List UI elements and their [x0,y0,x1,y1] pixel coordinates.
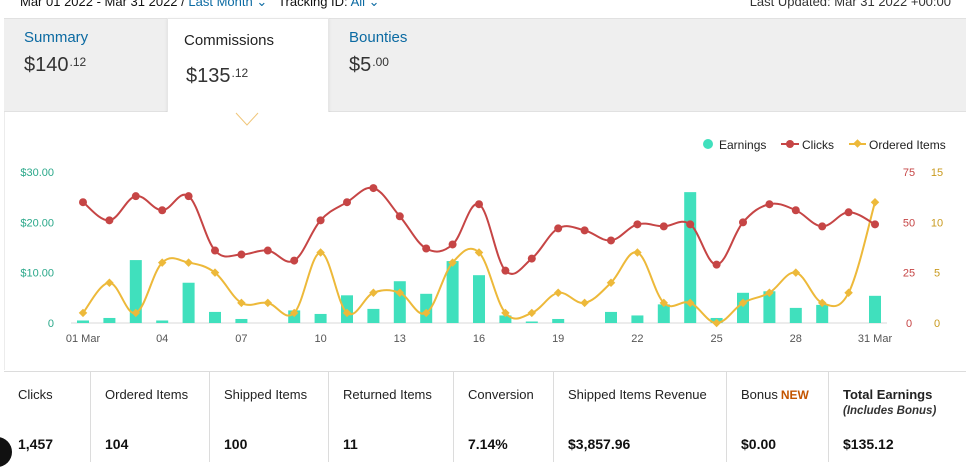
period-dropdown[interactable]: Last Month ⌄ [188,0,268,9]
tab-summary[interactable]: Summary $140.12 [24,29,88,109]
tab-summary-amount: $140.12 [24,54,87,76]
stat-clicks: Clicks 1,457 [4,372,91,462]
stat-shipped-items-label: Shipped Items [224,387,308,402]
stat-shipped-revenue-label: Shipped Items Revenue [568,387,707,402]
stat-ordered-items-label: Ordered Items [105,387,189,402]
chart-panel [4,112,967,370]
stat-conversion-value: 7.14% [468,436,508,452]
tab-bounties[interactable]: Bounties $5.00 [349,29,407,109]
stat-conversion: Conversion 7.14% [454,372,554,462]
tab-summary-label: Summary [24,29,89,46]
tracking-id-dropdown[interactable]: All ⌄ [350,0,380,9]
tracking-id-label: Tracking ID: [278,0,348,9]
stat-bonus-label: Bonus NEW [741,387,809,402]
stat-shipped-items-value: 100 [224,436,248,452]
stat-conversion-label: Conversion [468,387,534,402]
stat-clicks-label: Clicks [18,387,53,402]
new-badge: NEW [780,388,809,402]
stat-total-earnings-sublabel: (Includes Bonus) [843,405,937,417]
stat-shipped-revenue: Shipped Items Revenue $3,857.96 [554,372,727,462]
tab-bounties-label: Bounties [349,29,408,46]
stat-returned-items: Returned Items 11 [329,372,454,462]
stat-total-earnings: Total Earnings (Includes Bonus) $135.12 [829,372,966,462]
stat-total-earnings-value: $135.12 [843,436,894,452]
report-tabs: Summary $140.12 Bounties $5.00 [4,18,966,112]
tab-bounties-amount: $5.00 [349,54,389,76]
stat-returned-items-value: 11 [343,436,358,452]
stat-bonus-value: $0.00 [741,436,777,452]
stat-clicks-value: 1,457 [18,436,54,452]
tab-commissions[interactable]: Commissions $135.12 [167,18,329,114]
last-updated-text: Last Updated: Mar 31 2022 +00:00 [749,0,951,9]
stat-shipped-revenue-value: $3,857.96 [568,436,631,452]
stat-bonus: Bonus NEW $0.00 [727,372,829,462]
tab-commissions-label: Commissions [184,32,275,49]
stat-returned-items-label: Returned Items [343,387,432,402]
tab-commissions-amount: $135.12 [186,65,249,87]
report-header-bar: Mar 01 2022 - Mar 31 2022 / Last Month ⌄… [0,0,967,16]
date-range-text: Mar 01 2022 - Mar 31 2022 / Last Month ⌄… [20,0,380,10]
stat-shipped-items: Shipped Items 100 [210,372,329,462]
stat-total-earnings-label: Total Earnings (Includes Bonus) [843,387,937,417]
stat-ordered-items-value: 104 [105,436,129,452]
stat-ordered-items: Ordered Items 104 [91,372,210,462]
stats-table: Clicks 1,457 Ordered Items 104 Shipped I… [4,371,966,462]
